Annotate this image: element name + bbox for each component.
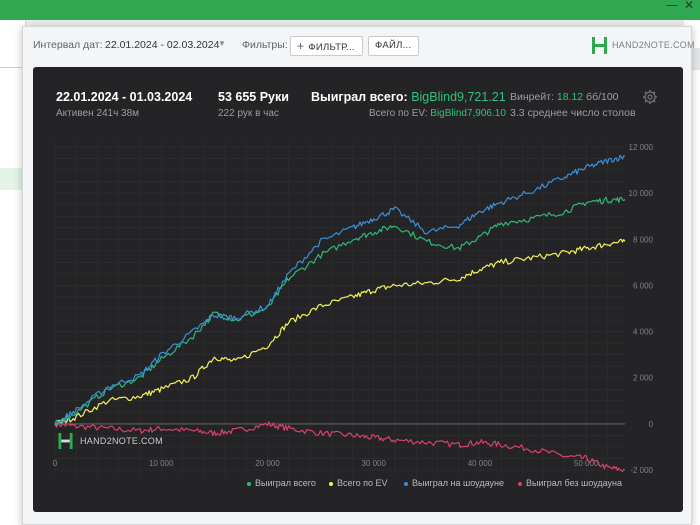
y-tick-label: 12 000	[629, 143, 654, 152]
filters-label: Фильтры:	[242, 39, 288, 51]
hand2note-logo-text: HAND2NOTE.COM	[612, 40, 695, 50]
period-text: 22.01.2024 - 01.03.2024	[56, 90, 193, 104]
x-tick-label: 0	[53, 459, 58, 468]
won-total-value: BigBlind9,721.21	[411, 90, 506, 104]
file-button[interactable]: ФАЙЛ...	[368, 36, 419, 56]
legend-item[interactable]: Выиграл на шоудауне	[404, 478, 504, 488]
series-line	[54, 421, 626, 473]
background-divider	[0, 50, 26, 68]
date-range-select[interactable]: 22.01.2024 - 02.03.2024	[105, 39, 220, 51]
hand2note-logo-icon	[592, 37, 607, 54]
active-time-text: Активен 241ч 38м	[56, 108, 140, 119]
x-tick-label: 30 000	[361, 459, 386, 468]
legend-dot-icon	[518, 481, 522, 486]
watermark-text: HAND2NOTE.COM	[80, 436, 163, 446]
chevron-down-icon[interactable]: ▼	[218, 39, 226, 48]
graph-dialog: Интервал дат: 22.01.2024 - 02.03.2024 ▼ …	[22, 26, 695, 525]
x-tick-label: 50 000	[574, 459, 599, 468]
series-line	[54, 154, 626, 426]
results-chart: 12 000 10 000 8 000 6 000 4 000 2 000 0 -2 000 0…	[53, 140, 654, 477]
ev-label: Всего по EV:	[369, 108, 431, 119]
legend-label: Выиграл без шоудауна	[526, 478, 622, 488]
hands-per-hour: 222 рук в час	[218, 108, 279, 119]
gear-icon[interactable]	[642, 89, 658, 105]
minimize-button[interactable]: —	[666, 0, 678, 12]
y-tick-label: 2 000	[633, 374, 654, 383]
x-tick-label: 10 000	[149, 459, 174, 468]
graph-panel: 12 000 10 000 8 000 6 000 4 000 2 000 0 -2 000 0…	[33, 67, 683, 512]
x-tick-label: 40 000	[468, 459, 493, 468]
interval-label: Интервал дат:	[33, 39, 103, 51]
legend-item[interactable]: Выиграл без шоудауна	[518, 478, 622, 488]
plus-icon: +	[297, 39, 305, 53]
y-tick-label: 4 000	[633, 328, 654, 337]
hand2note-watermark-icon	[58, 433, 73, 449]
legend-dot-icon	[247, 481, 251, 486]
series-line	[54, 196, 626, 425]
y-tick-label: -2 000	[630, 466, 653, 475]
y-tick-label: 8 000	[633, 235, 654, 244]
won-total-stat: Выиграл всего: BigBlind9,721.21	[311, 90, 506, 104]
legend-label: Выиграл на шоудауне	[412, 478, 504, 488]
winrate-label: Винрейт:	[510, 91, 557, 103]
y-tick-label: 0	[649, 420, 654, 429]
add-filter-label: ФИЛЬТР...	[308, 42, 355, 53]
winrate-unit: бб/100	[583, 91, 619, 103]
legend-item[interactable]: Выиграл всего	[247, 478, 316, 488]
add-filter-button[interactable]: + ФИЛЬТР...	[290, 36, 363, 56]
y-tick-label: 6 000	[633, 281, 654, 290]
won-total-label: Выиграл всего:	[311, 90, 412, 104]
legend-label: Выиграл всего	[255, 478, 316, 488]
background-selected-row	[0, 168, 26, 190]
legend-dot-icon	[329, 481, 333, 486]
y-tick-label: 10 000	[629, 189, 654, 198]
winrate-stat: Винрейт: 18.12 бб/100	[510, 91, 619, 103]
app-top-bar	[0, 0, 700, 20]
legend-item[interactable]: Всего по EV	[329, 478, 387, 488]
close-button[interactable]: ✕	[684, 0, 695, 12]
avg-tables: 3.3 среднее число столов	[510, 107, 636, 119]
winrate-value: 18.12	[556, 91, 584, 103]
series-line	[54, 238, 626, 426]
x-tick-label: 20 000	[255, 459, 280, 468]
ev-stat: Всего по EV: BigBlind7,906.10	[369, 108, 506, 119]
legend-dot-icon	[404, 481, 408, 486]
ev-value: BigBlind7,906.10	[430, 108, 506, 119]
hands-count: 53 655 Руки	[218, 90, 289, 104]
legend-label: Всего по EV	[337, 478, 388, 488]
dialog-toolbar: Интервал дат: 22.01.2024 - 02.03.2024 ▼ …	[23, 27, 695, 65]
